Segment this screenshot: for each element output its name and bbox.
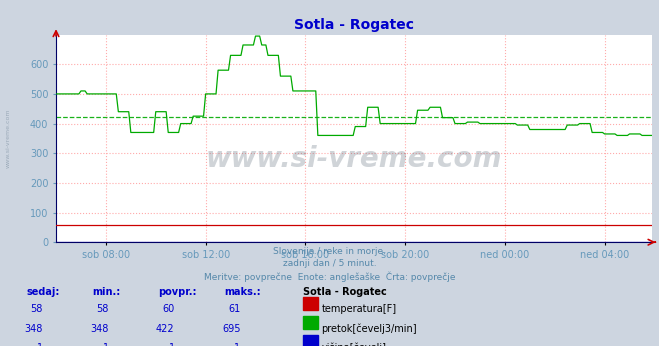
Text: sedaj:: sedaj: [26, 287, 60, 297]
Text: 1: 1 [103, 343, 109, 346]
Text: 58: 58 [96, 304, 109, 315]
Text: 1: 1 [235, 343, 241, 346]
Text: višina[čevelj]: višina[čevelj] [322, 343, 387, 346]
Text: 1: 1 [169, 343, 175, 346]
Text: 61: 61 [228, 304, 241, 315]
Text: 1: 1 [37, 343, 43, 346]
Text: 60: 60 [162, 304, 175, 315]
Text: www.si-vreme.com: www.si-vreme.com [5, 109, 11, 168]
Text: www.si-vreme.com: www.si-vreme.com [206, 145, 502, 173]
Text: Sotla - Rogatec: Sotla - Rogatec [303, 287, 387, 297]
Title: Sotla - Rogatec: Sotla - Rogatec [294, 18, 415, 32]
Text: povpr.:: povpr.: [158, 287, 196, 297]
Text: 348: 348 [24, 324, 43, 334]
Text: Meritve: povprečne  Enote: anglešaške  Črta: povprečje: Meritve: povprečne Enote: anglešaške Črt… [204, 272, 455, 282]
Text: Slovenija / reke in morje.: Slovenija / reke in morje. [273, 247, 386, 256]
Text: 58: 58 [30, 304, 43, 315]
Text: 348: 348 [90, 324, 109, 334]
Text: temperatura[F]: temperatura[F] [322, 304, 397, 315]
Text: pretok[čevelj3/min]: pretok[čevelj3/min] [322, 324, 417, 334]
Text: 422: 422 [156, 324, 175, 334]
Text: 695: 695 [222, 324, 241, 334]
Text: min.:: min.: [92, 287, 121, 297]
Text: maks.:: maks.: [224, 287, 261, 297]
Text: zadnji dan / 5 minut.: zadnji dan / 5 minut. [283, 260, 376, 268]
